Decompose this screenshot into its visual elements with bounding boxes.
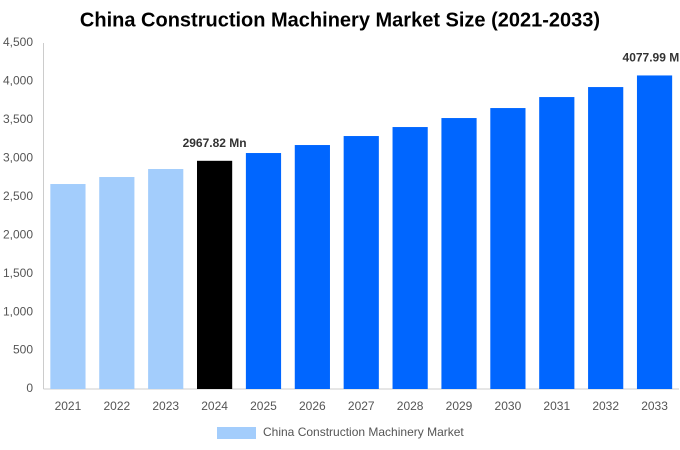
x-tick-label: 2025: [250, 399, 277, 413]
y-tick-label: 1,500: [3, 266, 33, 280]
y-tick-label: 4,000: [3, 74, 33, 88]
legend-swatch: [217, 427, 256, 439]
y-tick-label: 2,500: [3, 189, 33, 203]
x-tick-label: 2027: [348, 399, 375, 413]
y-tick-label: 1,000: [3, 304, 33, 318]
bar: [343, 136, 379, 389]
bar: [636, 75, 673, 390]
bar: [294, 145, 330, 389]
value-label: 4077.99 Mn: [623, 51, 680, 65]
bar: [539, 97, 575, 389]
bar: [99, 177, 135, 389]
value-label: 2967.82 Mn: [183, 136, 247, 150]
x-tick-label: 2023: [152, 399, 179, 413]
bar: [50, 184, 86, 389]
y-tick-label: 3,000: [3, 151, 33, 165]
y-tick-label: 500: [13, 343, 33, 357]
bar: [490, 108, 526, 389]
legend-label: China Construction Machinery Market: [263, 425, 464, 439]
x-tick-label: 2031: [543, 399, 570, 413]
x-tick-label: 2029: [446, 399, 473, 413]
bar: [441, 118, 477, 390]
y-tick-label: 0: [26, 381, 33, 395]
x-tick-label: 2033: [641, 399, 668, 413]
bar: [148, 169, 184, 389]
bar: [196, 160, 233, 389]
bar: [588, 87, 624, 389]
bar: [392, 127, 428, 390]
x-tick-label: 2028: [397, 399, 424, 413]
y-tick-label: 2,000: [3, 227, 33, 241]
x-tick-label: 2021: [55, 399, 82, 413]
chart-title: China Construction Machinery Market Size…: [80, 9, 600, 31]
x-tick-label: 2024: [201, 399, 228, 413]
x-tick-label: 2022: [103, 399, 130, 413]
x-tick-label: 2026: [299, 399, 326, 413]
y-tick-label: 4,500: [3, 35, 33, 49]
bar: [245, 153, 282, 389]
x-tick-label: 2030: [495, 399, 522, 413]
x-tick-label: 2032: [592, 399, 619, 413]
y-tick-label: 3,500: [3, 112, 33, 126]
